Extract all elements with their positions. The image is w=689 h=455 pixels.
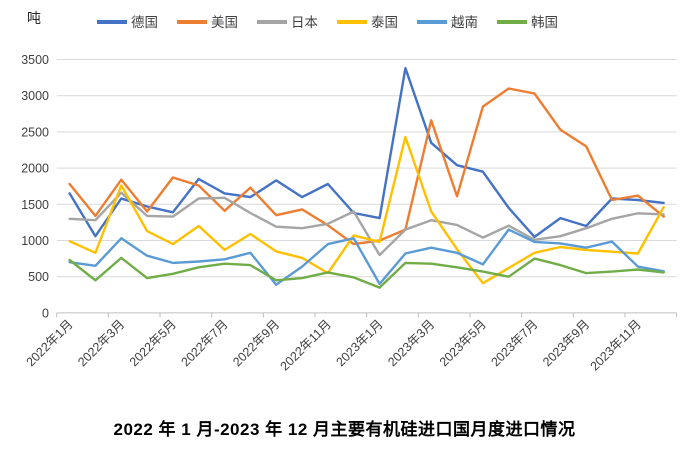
legend-label-thailand: 泰国 (371, 15, 398, 30)
series-line-korea (68, 256, 665, 289)
y-axis-label: 2000 (21, 162, 49, 176)
y-axis-unit-label: 吨 (27, 10, 41, 26)
legend-item-germany: 德国 (97, 15, 158, 30)
series-line-germany (68, 66, 665, 239)
legend-item-usa: 美国 (177, 15, 238, 30)
y-axis-label: 3500 (21, 53, 49, 67)
x-axis-label: 2023年11月 (588, 317, 644, 373)
legend-label-korea: 韩国 (531, 15, 558, 30)
x-axis-label: 2023年3月 (385, 317, 437, 369)
legend-item-japan: 日本 (257, 15, 318, 30)
y-axis-label: 1000 (21, 234, 49, 248)
y-axis-label: 2500 (21, 125, 49, 139)
series-line-usa (68, 87, 665, 246)
legend-label-usa: 美国 (211, 15, 238, 30)
legend-label-japan: 日本 (291, 15, 318, 30)
x-axis-label: 2022年3月 (75, 317, 127, 369)
y-axis-label: 500 (28, 270, 49, 284)
legend-item-vietnam: 越南 (417, 15, 478, 30)
x-axis-label: 2022年1月 (24, 317, 76, 369)
x-axis-label: 2022年5月 (127, 317, 179, 369)
x-axis-label: 2023年7月 (489, 317, 541, 369)
y-axis-label: 3000 (21, 89, 49, 103)
chart-title: 2022 年 1 月-2023 年 12 月主要有机硅进口国月度进口情况 (113, 420, 576, 439)
series-line-vietnam (68, 228, 665, 286)
series-line-japan (68, 191, 665, 257)
x-axis-label: 2022年9月 (230, 317, 282, 369)
x-axis-label: 2022年7月 (179, 317, 231, 369)
x-axis-label: 2022年11月 (278, 317, 334, 373)
x-axis-label: 2023年1月 (334, 317, 386, 369)
y-axis-label: 1500 (21, 198, 49, 212)
legend-label-germany: 德国 (131, 15, 158, 30)
series-line-thailand (68, 135, 665, 285)
legend-item-thailand: 泰国 (337, 15, 398, 30)
x-axis-label: 2023年5月 (437, 317, 489, 369)
legend-label-vietnam: 越南 (451, 15, 478, 30)
y-axis-label: 0 (42, 306, 49, 320)
x-axis-label: 2023年9月 (540, 317, 592, 369)
legend-item-korea: 韩国 (497, 15, 558, 30)
